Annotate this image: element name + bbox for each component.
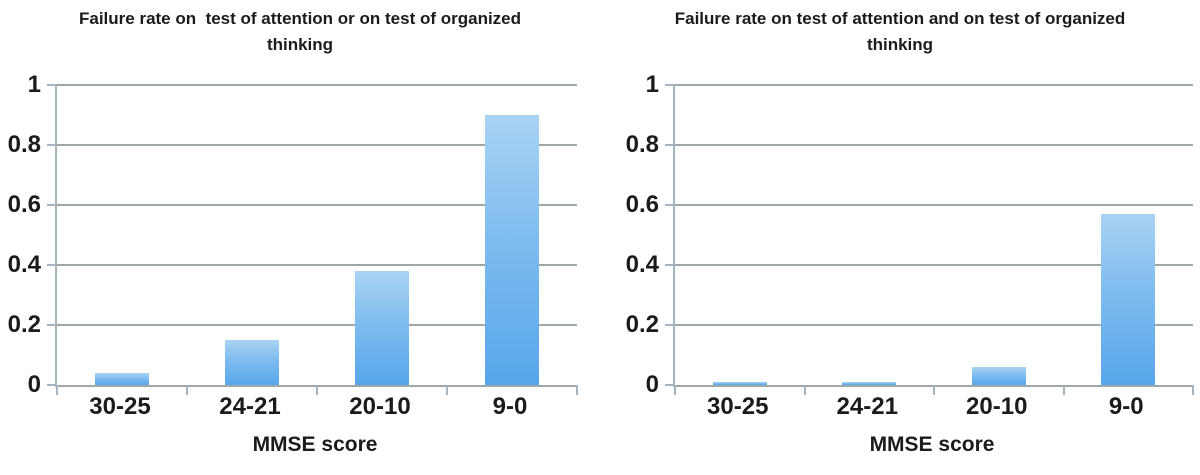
x-category-label: 30-25 — [707, 393, 769, 420]
chart-title: Failure rate on test of attention or on … — [0, 6, 600, 57]
x-axis-tick — [674, 385, 676, 395]
gridline — [675, 144, 1193, 146]
gridline — [675, 324, 1193, 326]
y-tick-label: 0.8 — [7, 131, 41, 158]
x-category-label: 20-10 — [349, 393, 411, 420]
x-axis-tick — [1192, 385, 1194, 395]
gridline — [57, 144, 577, 146]
x-category-label: 9-0 — [1108, 393, 1144, 420]
x-axis-tick — [803, 385, 806, 395]
chart-attention-or-organized-thinking: Failure rate on test of attention or on … — [0, 6, 600, 456]
y-axis-tick — [47, 144, 57, 146]
x-axis-labels: 30-25 24-21 20-10 9-0 — [55, 395, 575, 419]
y-axis-tick — [47, 324, 57, 326]
x-axis-tick — [446, 385, 448, 395]
y-axis-tick — [665, 384, 675, 386]
x-axis-title: MMSE score — [252, 433, 378, 456]
x-axis-tick — [186, 385, 188, 395]
y-axis-tick — [47, 84, 57, 86]
x-axis-tick — [1062, 385, 1065, 395]
y-axis-tick — [47, 264, 57, 266]
y-axis-tick — [665, 144, 675, 146]
y-tick-label: 1 — [27, 71, 41, 98]
x-category-label: 9-0 — [492, 393, 528, 420]
y-tick-label: 1 — [645, 71, 659, 98]
x-axis-tick — [933, 385, 935, 395]
x-axis-title: MMSE score — [869, 433, 995, 456]
bar-24-21 — [225, 340, 279, 385]
gridline — [57, 84, 577, 86]
chart-title-line-2: thinking — [266, 34, 334, 54]
chart-title-line-2: thinking — [866, 34, 934, 54]
y-axis-labels: 1 0.8 0.6 0.4 0.2 0 — [0, 73, 41, 397]
chart-title: Failure rate on test of attention and on… — [600, 6, 1200, 57]
y-tick-label: 0.8 — [625, 131, 659, 158]
gridline — [57, 324, 577, 326]
y-axis-tick — [665, 264, 675, 266]
plot-area — [47, 84, 578, 395]
y-tick-label: 0.4 — [7, 251, 41, 278]
bar-9-0 — [1101, 214, 1156, 385]
y-axis-tick — [665, 204, 675, 206]
gridline — [57, 204, 577, 206]
y-tick-label: 0.2 — [7, 311, 41, 338]
plot-area — [665, 84, 1194, 395]
y-tick-label: 0 — [27, 371, 41, 398]
chart-title-line-1: Failure rate on test of attention or on … — [78, 9, 522, 28]
y-axis-tick — [665, 84, 675, 86]
y-axis-labels: 1 0.8 0.6 0.4 0.2 0 — [600, 73, 659, 397]
x-axis-labels: 30-25 24-21 20-10 9-0 — [673, 395, 1191, 419]
y-tick-label: 0.6 — [625, 191, 659, 218]
y-axis-tick — [47, 204, 57, 206]
x-category-label: 24-21 — [219, 393, 281, 420]
gridline — [57, 264, 577, 266]
bar-30-25 — [712, 382, 767, 385]
bar-20-10 — [355, 271, 409, 385]
gridline — [675, 204, 1193, 206]
x-axis-tick — [576, 385, 578, 395]
gridline — [675, 84, 1193, 86]
y-tick-label: 0.2 — [625, 311, 659, 338]
y-axis-tick — [665, 324, 675, 326]
y-tick-label: 0.4 — [625, 251, 659, 278]
bar-9-0 — [485, 115, 539, 385]
x-category-label: 30-25 — [89, 393, 151, 420]
bar-20-10 — [971, 367, 1026, 385]
chart-title-line-1: Failure rate on test of attention and on… — [674, 9, 1126, 28]
x-category-label: 20-10 — [966, 393, 1028, 420]
bar-24-21 — [842, 382, 897, 385]
y-tick-label: 0.6 — [7, 191, 41, 218]
x-axis-tick — [56, 385, 58, 395]
x-category-label: 24-21 — [836, 393, 898, 420]
y-tick-label: 0 — [645, 371, 659, 398]
gridline — [675, 264, 1193, 266]
bar-30-25 — [95, 373, 149, 385]
x-axis-tick — [316, 385, 318, 395]
chart-attention-and-organized-thinking: Failure rate on test of attention and on… — [600, 0, 1200, 475]
y-axis-tick — [47, 384, 57, 386]
